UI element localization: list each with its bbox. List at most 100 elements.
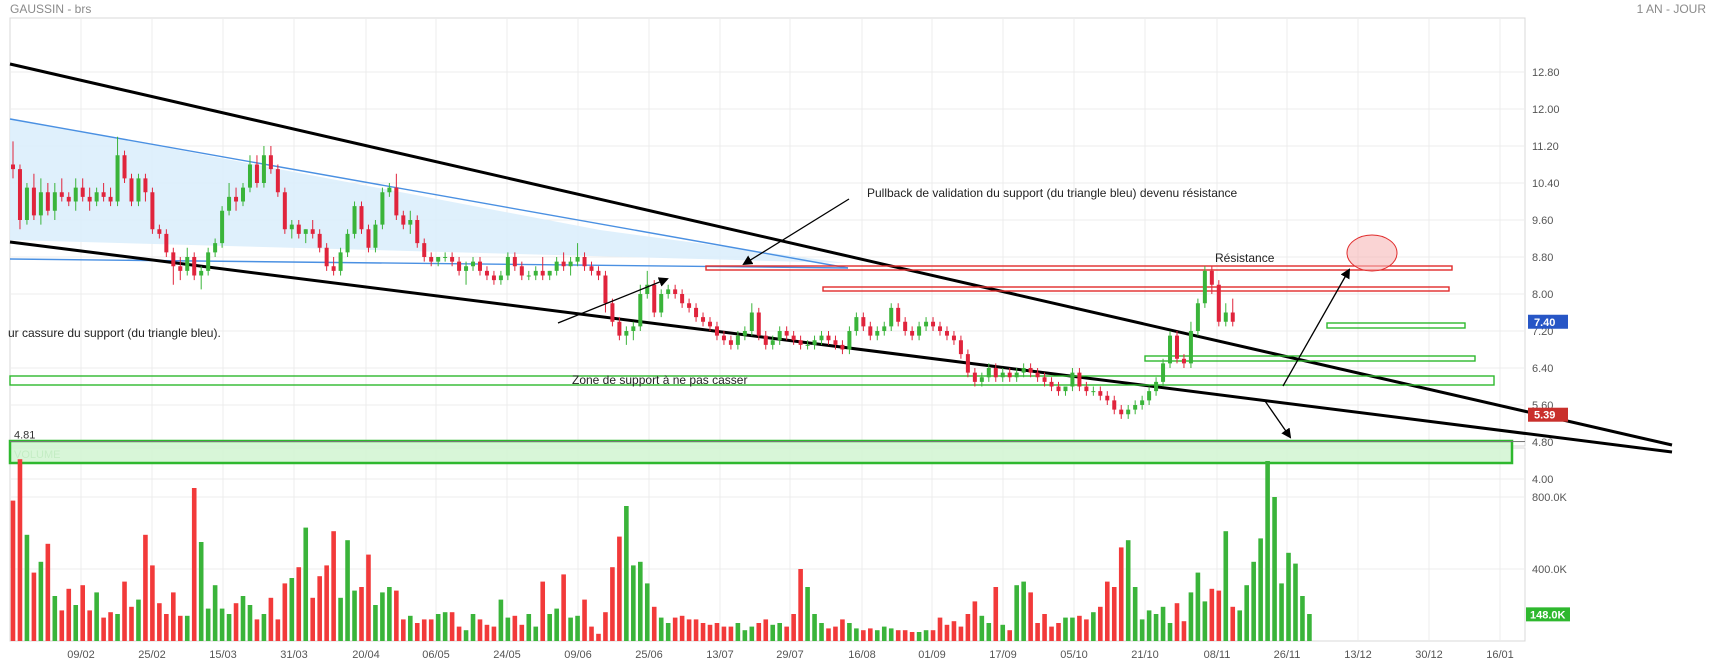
trendline-upper (9, 62, 1673, 447)
candle-body (812, 340, 817, 345)
candle-body (721, 335, 726, 341)
candle-body (1112, 400, 1117, 410)
volume-bar (742, 630, 748, 641)
candle-body (1188, 331, 1193, 364)
volume-bar (512, 615, 518, 641)
candle-body (422, 243, 427, 257)
candle-body (1230, 312, 1235, 322)
candle-body (659, 294, 664, 313)
volume-bar (463, 630, 469, 641)
volume-bar (930, 630, 936, 641)
volume-bar (38, 561, 44, 641)
volume-bar (115, 614, 120, 641)
candle-body (1049, 381, 1054, 387)
volume-bar (477, 619, 483, 641)
candle-body (924, 321, 929, 327)
volume-bar (143, 534, 148, 641)
volume-bar (1091, 612, 1096, 641)
volume-bar (874, 630, 880, 641)
volume-bar (728, 626, 734, 641)
price-tick-label: 8.80 (1532, 252, 1553, 264)
volume-bar (533, 626, 539, 641)
volume-bar (1153, 614, 1159, 641)
volume-bar (805, 587, 810, 641)
volume-bar (944, 624, 950, 641)
volume-bar (554, 608, 559, 641)
x-tick-label: 17/09 (989, 649, 1017, 661)
volume-bar (610, 567, 615, 641)
volume-bar (972, 601, 978, 641)
candle-body (993, 368, 998, 378)
candle-body (1077, 372, 1082, 387)
candle-body (87, 196, 92, 202)
price-tick-label: 12.00 (1532, 104, 1560, 116)
candle-body (94, 192, 99, 202)
volume-bar (442, 612, 448, 641)
candle-body (540, 270, 545, 276)
candle-body (951, 335, 956, 341)
volume-bar (686, 619, 692, 641)
candle-body (1091, 391, 1096, 393)
candle-body (533, 270, 538, 276)
volume-bar (909, 632, 915, 641)
volume-bar (840, 619, 845, 641)
volume-bar (108, 612, 113, 641)
volume-bar (540, 581, 546, 641)
volume-bar (456, 626, 462, 641)
price-tick-label: 9.60 (1532, 215, 1553, 227)
volume-bar (317, 576, 322, 641)
volume-bar (1188, 592, 1194, 641)
volume-bar (1279, 583, 1284, 641)
price-tick-label: 7.20 (1532, 326, 1553, 338)
candle-body (185, 257, 190, 271)
candle-body (394, 187, 399, 216)
volume-bar (603, 612, 608, 641)
candle-body (101, 192, 106, 197)
volume-bar (721, 626, 727, 641)
candle-body (52, 192, 57, 211)
volume-bar (847, 623, 852, 641)
candle-body (401, 215, 406, 225)
candle-body (289, 224, 294, 230)
period-selector[interactable]: 1 AN - JOUR (1636, 2, 1706, 16)
volume-bar (1230, 606, 1236, 641)
candle-body (241, 187, 246, 202)
triangle-shading (10, 118, 845, 263)
volume-bar (282, 583, 288, 641)
resistance-box-2 (822, 286, 1450, 292)
volume-bar (1111, 587, 1117, 641)
volume-bar (589, 626, 594, 641)
candle-body (1209, 270, 1214, 285)
volume-bar (184, 615, 190, 641)
x-tick-label: 25/06 (635, 649, 663, 661)
candle-body (770, 340, 775, 345)
candle-body (756, 312, 761, 336)
candle-body (840, 344, 845, 350)
last-price-label: 7.40 (1534, 317, 1555, 329)
price-tick-label: 12.80 (1532, 67, 1560, 79)
candle-body (73, 187, 78, 202)
candle-body (673, 289, 678, 294)
volume-bar (324, 565, 329, 641)
volume-bar (45, 543, 51, 641)
volume-bar (1195, 572, 1201, 641)
volume-bar (226, 614, 232, 641)
volume-bar (87, 610, 92, 641)
volume-bar (1049, 626, 1054, 641)
candle-body (450, 257, 455, 262)
support-box-3 (1326, 322, 1466, 329)
price-tick-label: 6.40 (1532, 363, 1553, 375)
last-volume-label: 148.0K (1530, 609, 1566, 621)
candle-body (1223, 312, 1228, 322)
volume-bar (1146, 610, 1152, 641)
candle-body (324, 247, 329, 267)
candle-body (631, 326, 636, 331)
volume-bar (275, 619, 281, 641)
volume-bar (394, 590, 399, 641)
volume-bar (261, 614, 267, 641)
volume-bar (1028, 592, 1033, 641)
volume-bar (345, 540, 350, 641)
candle-body (791, 335, 796, 341)
volume-bar (505, 617, 511, 641)
